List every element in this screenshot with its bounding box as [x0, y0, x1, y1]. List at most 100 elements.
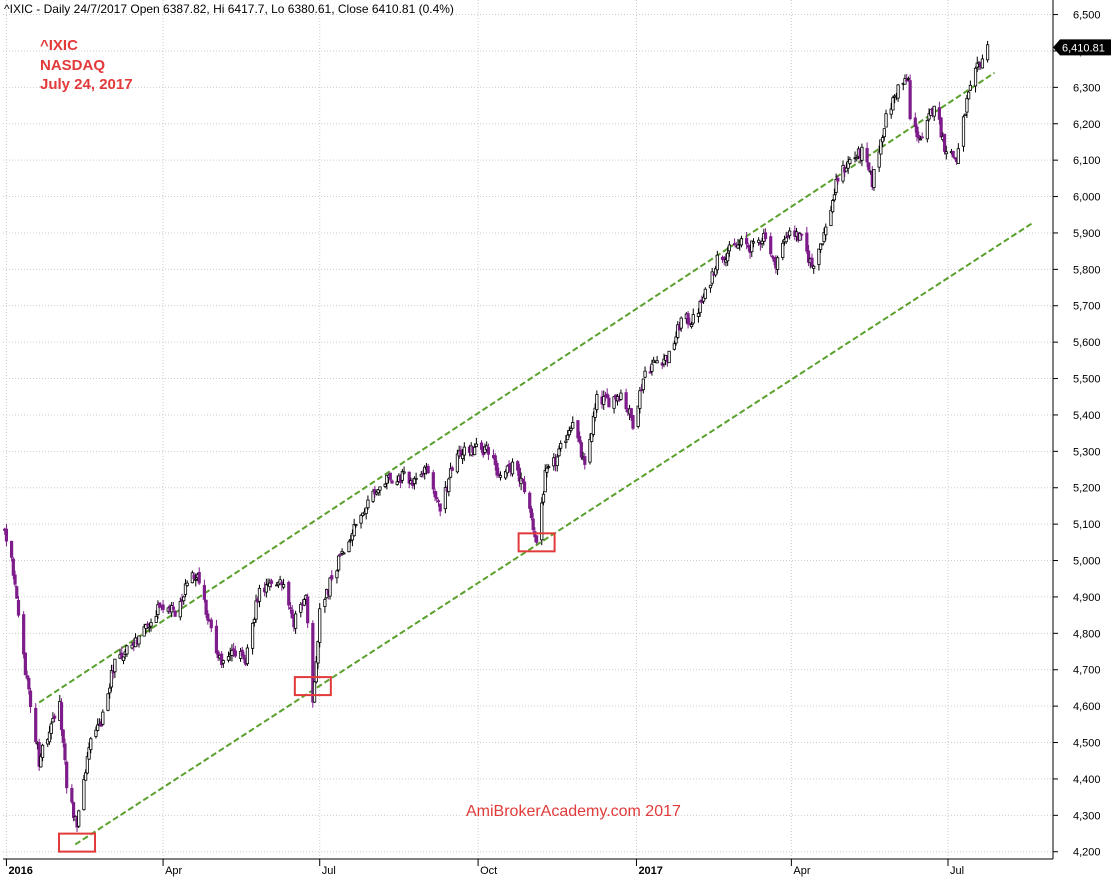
- x-tick-label: 2017: [638, 865, 662, 877]
- candle-body: [855, 157, 859, 160]
- candle-body: [37, 742, 41, 767]
- candles: [3, 40, 990, 832]
- candle-body: [636, 405, 640, 427]
- candle-body: [939, 117, 943, 138]
- candle-body: [426, 465, 430, 474]
- candle-body: [841, 165, 845, 182]
- candle-body: [27, 678, 31, 690]
- candle-body: [178, 601, 182, 618]
- candle-body: [605, 393, 609, 399]
- candle-body: [710, 271, 714, 284]
- candle-body: [16, 599, 21, 616]
- candle-body: [535, 535, 539, 543]
- candle-body: [703, 288, 707, 299]
- candle-body: [942, 133, 947, 152]
- candle-body: [13, 574, 17, 585]
- y-tick-label: 5,300: [1073, 446, 1101, 458]
- candle-body: [812, 265, 816, 269]
- candle-body: [824, 226, 828, 236]
- candle-body: [872, 169, 876, 188]
- marker-box: [293, 676, 332, 697]
- candle-body: [965, 98, 969, 113]
- candle-body: [245, 647, 250, 665]
- chart-header: ^IXIC - Daily 24/7/2017 Open 6387.82, Hi…: [4, 2, 454, 16]
- candle-body: [662, 358, 666, 365]
- candle-body: [328, 577, 332, 597]
- candle-body: [450, 467, 454, 471]
- candle-body: [254, 600, 258, 620]
- candle-body: [529, 508, 534, 519]
- candle-body: [314, 661, 318, 683]
- y-tick-label: 4,700: [1073, 665, 1101, 677]
- candle-body: [250, 622, 255, 649]
- candle-body: [436, 500, 441, 503]
- candle-body: [495, 462, 499, 476]
- candle-body: [318, 608, 322, 643]
- marker-box: [517, 532, 556, 553]
- candle-body: [745, 237, 749, 245]
- candle-body: [347, 541, 351, 553]
- candle-body: [192, 574, 196, 580]
- candle-body: [975, 62, 979, 68]
- annotation-name: NASDAQ: [40, 57, 105, 74]
- candle-body: [460, 454, 465, 460]
- candle-body: [726, 252, 730, 262]
- candle-body: [350, 533, 355, 541]
- candle-body: [340, 550, 344, 554]
- candle-body: [65, 761, 69, 789]
- candle-body: [607, 397, 611, 408]
- candle-body: [455, 453, 460, 473]
- candle-body: [182, 596, 186, 602]
- candle-body: [335, 570, 339, 579]
- y-tick-label: 5,600: [1073, 337, 1101, 349]
- candle-body: [891, 97, 895, 111]
- candle-body: [194, 579, 198, 581]
- candle-body: [784, 237, 788, 243]
- axes: 4,200 4,300 4,400 4,500 4,600 4,700 4,800 4,900…: [3, 0, 1101, 877]
- candle-body: [579, 442, 583, 458]
- candle-body: [242, 654, 246, 660]
- candle-body: [679, 317, 683, 329]
- candle-body: [593, 407, 597, 418]
- candle-body: [366, 499, 370, 509]
- candle-body: [28, 690, 33, 708]
- candle-body: [595, 394, 599, 411]
- candle-body: [202, 585, 206, 600]
- candle-body: [431, 472, 435, 490]
- y-tick-label: 4,400: [1073, 774, 1101, 786]
- candle-body: [722, 257, 726, 261]
- candle-body: [311, 623, 315, 703]
- candle-body: [619, 392, 623, 400]
- candle-body: [571, 421, 575, 429]
- candle-body: [750, 240, 754, 253]
- candle-body: [498, 475, 503, 478]
- y-tick-label: 4,500: [1073, 738, 1101, 750]
- candle-body: [819, 243, 823, 250]
- candle-body: [531, 518, 535, 531]
- candle-body: [727, 244, 731, 252]
- candle-body: [257, 587, 262, 602]
- candle-body: [775, 257, 780, 270]
- candle-body: [528, 492, 532, 509]
- candle-body: [788, 230, 792, 237]
- candle-body: [540, 502, 544, 541]
- candle-body: [985, 44, 990, 61]
- y-tick-label: 6,300: [1073, 82, 1101, 94]
- candle-body: [49, 723, 53, 734]
- candle-body: [216, 651, 220, 659]
- candle-body: [638, 390, 642, 409]
- candle-body: [47, 731, 52, 743]
- candle-body: [59, 702, 64, 731]
- y-tick-label: 5,100: [1073, 519, 1101, 531]
- x-tick-label: Jul: [950, 865, 964, 877]
- candle-body: [113, 658, 117, 673]
- candle-body: [209, 619, 213, 629]
- y-tick-label: 5,700: [1073, 301, 1101, 313]
- candle-body: [521, 478, 525, 482]
- y-tick-label: 6,100: [1073, 155, 1101, 167]
- candle-body: [15, 586, 19, 599]
- candle-body: [879, 139, 883, 155]
- candle-body: [686, 313, 690, 325]
- candle-body: [769, 236, 773, 255]
